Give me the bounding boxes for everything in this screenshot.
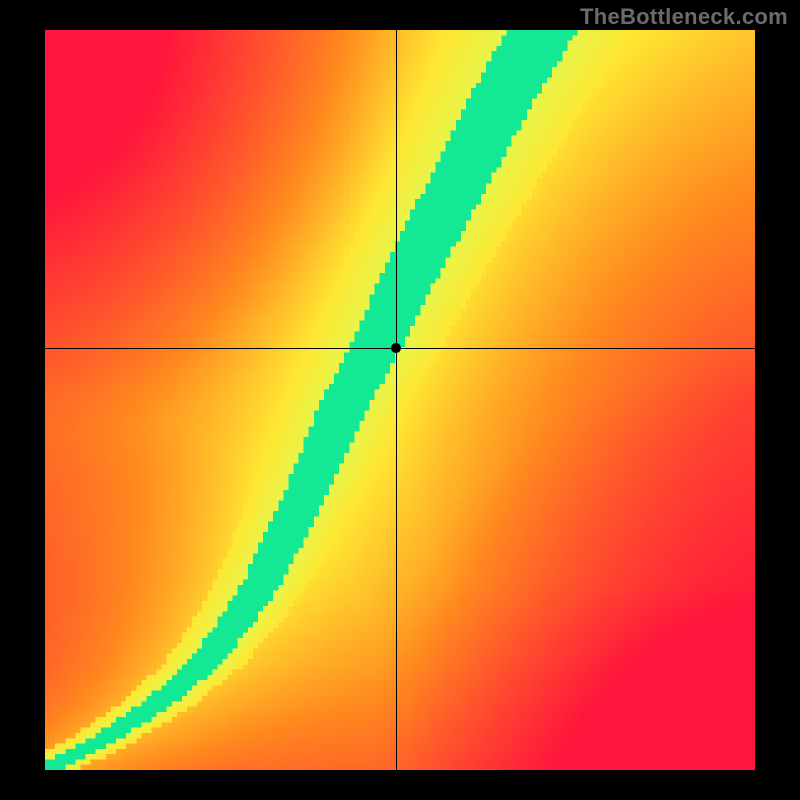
- bottleneck-marker-dot: [391, 343, 401, 353]
- outer-frame: TheBottleneck.com: [0, 0, 800, 800]
- heatmap-plot: [45, 30, 755, 770]
- crosshair-vertical: [396, 30, 397, 770]
- watermark-text: TheBottleneck.com: [580, 4, 788, 30]
- heatmap-canvas: [45, 30, 755, 770]
